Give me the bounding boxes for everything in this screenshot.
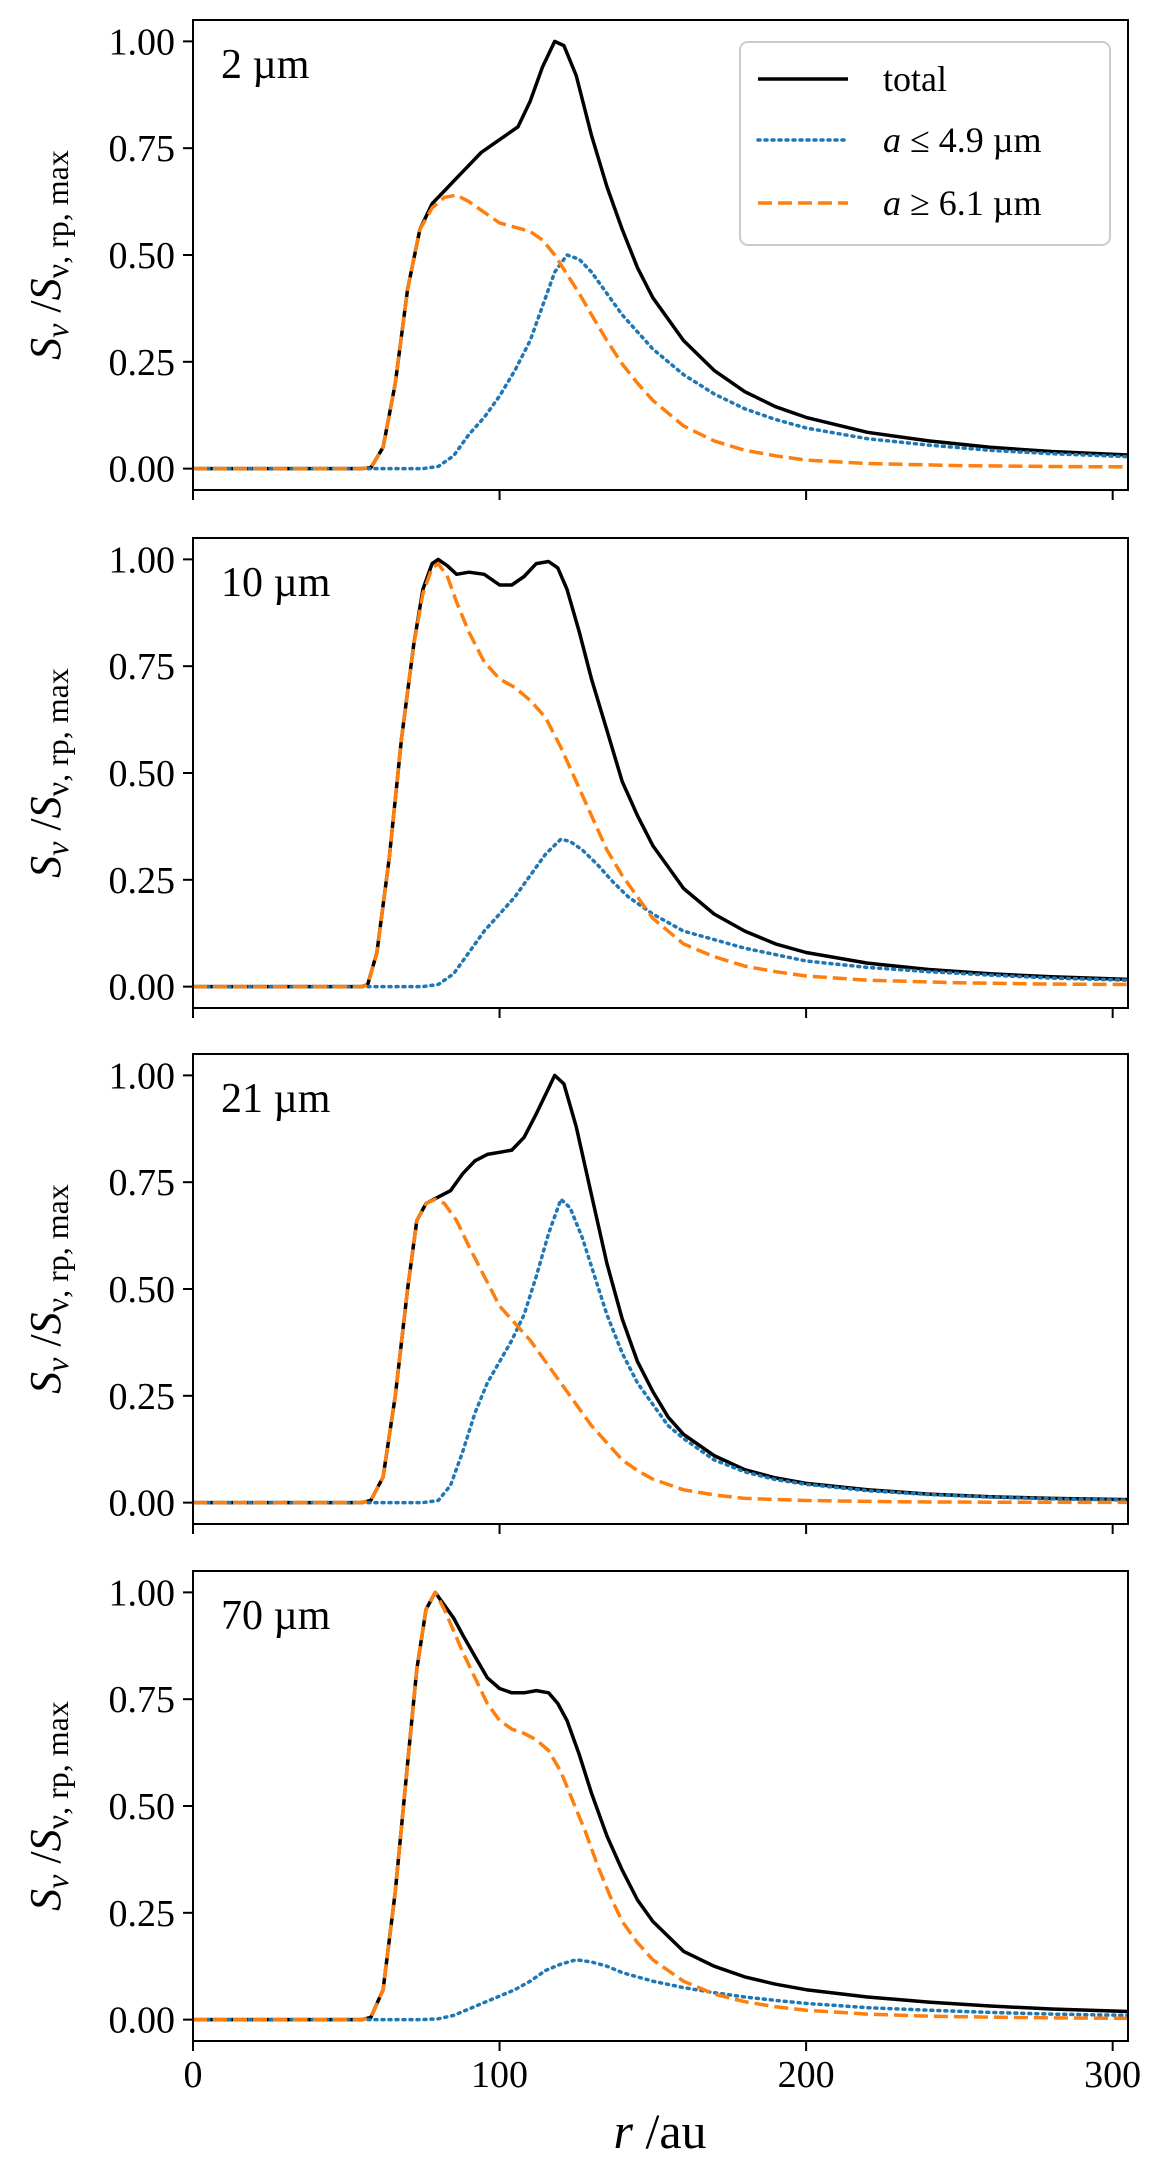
y-tick-label: 0.00 xyxy=(109,449,176,491)
panel-label: 21 µm xyxy=(221,1076,331,1122)
y-tick-label: 0.00 xyxy=(109,967,176,1009)
y-axis-label: Sν /Sν, rp, max xyxy=(21,1184,75,1394)
y-tick-label: 0.25 xyxy=(109,342,176,384)
y-tick-label: 0.00 xyxy=(109,2000,176,2042)
y-tick-label: 0.50 xyxy=(109,1786,176,1828)
panel-label: 70 µm xyxy=(221,1593,331,1639)
y-axis-label: Sν /Sν, rp, max xyxy=(21,1701,75,1911)
legend-label-large: a ≥ 6.1 µm xyxy=(883,183,1042,223)
series-line-small xyxy=(193,837,1128,989)
y-tick-label: 0.50 xyxy=(109,753,176,795)
panel-1: 0.00 0.25 0.50 0.75 1.00 2 µm Sν /Sν, rp, max xyxy=(21,19,1129,500)
series-line-large xyxy=(193,1197,1128,1505)
y-tick-label: 1.00 xyxy=(109,21,176,63)
x-axis-label: r /au xyxy=(613,2103,706,2159)
x-tick-label: 300 xyxy=(1084,2054,1141,2096)
y-tick-label: 0.75 xyxy=(109,646,176,688)
panel-4: 0.00 0.25 0.50 0.75 1.00 0 100 200 300 70 µm Sν /S… xyxy=(21,1570,1141,2096)
x-tick-label: 0 xyxy=(184,2054,203,2096)
x-tick-label: 100 xyxy=(471,2054,528,2096)
series-line-large xyxy=(193,561,1128,989)
panel-2: 0.00 0.25 0.50 0.75 1.00 10 µm Sν /Sν, rp, max xyxy=(21,537,1129,1018)
series-line-small xyxy=(193,1958,1128,2022)
y-tick-label: 0.75 xyxy=(109,1679,176,1721)
series-line-large xyxy=(193,1590,1128,2022)
y-tick-label: 0.50 xyxy=(109,235,176,277)
panel-label: 10 µm xyxy=(221,560,331,606)
y-tick-label: 1.00 xyxy=(109,539,176,581)
series-line-small xyxy=(193,253,1128,471)
y-tick-label: 1.00 xyxy=(109,1055,176,1097)
series-line-large xyxy=(193,193,1128,471)
legend-label-small: a ≤ 4.9 µm xyxy=(883,120,1042,160)
panel-3: 0.00 0.25 0.50 0.75 1.00 21 µm Sν /Sν, rp, max xyxy=(21,1053,1129,1534)
legend: total a ≤ 4.9 µm a ≥ 6.1 µm xyxy=(739,41,1111,246)
legend-frame xyxy=(739,41,1111,246)
y-tick-label: 0.25 xyxy=(109,1893,176,1935)
legend-label-total: total xyxy=(883,59,947,99)
y-tick-label: 0.25 xyxy=(109,860,176,902)
y-tick-label: 0.75 xyxy=(109,1162,176,1204)
y-axis-label: Sν /Sν, rp, max xyxy=(21,150,75,360)
y-tick-label: 0.00 xyxy=(109,1483,176,1525)
y-tick-label: 1.00 xyxy=(109,1572,176,1614)
y-axis-label: Sν /Sν, rp, max xyxy=(21,668,75,878)
y-tick-label: 0.75 xyxy=(109,128,176,170)
series-line-small xyxy=(193,1197,1128,1505)
x-tick-label: 200 xyxy=(778,2054,835,2096)
y-tick-label: 0.25 xyxy=(109,1376,176,1418)
panel-label: 2 µm xyxy=(221,42,310,88)
y-tick-label: 0.50 xyxy=(109,1269,176,1311)
